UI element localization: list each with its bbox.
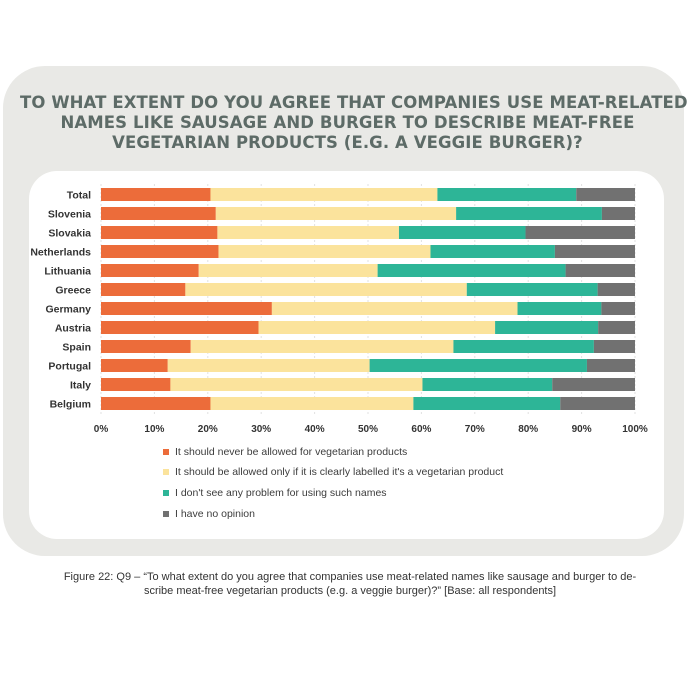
bar-segment xyxy=(190,340,454,353)
x-tick-label: 40% xyxy=(305,424,325,435)
bar-segment xyxy=(101,207,216,220)
bar-segment xyxy=(593,340,635,353)
x-tick-label: 90% xyxy=(572,424,592,435)
category-label: Total xyxy=(67,190,91,202)
category-label: Netherlands xyxy=(30,247,91,259)
legend-item-no-opinion: I have no opinion xyxy=(163,508,255,520)
category-label: Portugal xyxy=(48,361,91,373)
bar-segment xyxy=(101,340,191,353)
category-label: Spain xyxy=(62,342,91,354)
bar-segment xyxy=(167,359,370,372)
bar-segment xyxy=(525,226,635,239)
bar-segment xyxy=(437,188,577,201)
title-line-3: VEGETARIAN PRODUCTS (E.G. A VEGGIE BURGE… xyxy=(112,133,583,152)
bar-segment xyxy=(217,226,399,239)
bar-segment xyxy=(466,283,598,296)
bar-segment xyxy=(576,188,635,201)
bar-segment xyxy=(601,207,635,220)
title-line-1: TO WHAT EXTENT DO YOU AGREE THAT COMPANI… xyxy=(20,93,688,112)
x-tick-label: 60% xyxy=(411,424,431,435)
x-tick-label: 70% xyxy=(465,424,485,435)
category-label: Italy xyxy=(70,380,91,392)
bar-segment xyxy=(101,245,219,258)
legend-swatch-labelled xyxy=(163,469,169,475)
legend-swatch-no-opinion xyxy=(163,511,169,517)
bar-segment xyxy=(210,188,438,201)
category-label: Slovakia xyxy=(48,228,91,240)
bar-segment xyxy=(210,397,414,410)
bar-segment xyxy=(258,321,496,334)
legend-label-no-opinion: I have no opinion xyxy=(175,508,255,520)
bar-segment xyxy=(495,321,599,334)
bar-segment xyxy=(586,359,635,372)
bar-segment xyxy=(598,321,635,334)
bar-segment xyxy=(215,207,457,220)
bar-segment xyxy=(597,283,635,296)
caption-line-2: scribe meat-free vegetarian products (e.… xyxy=(143,585,557,597)
bar-segment xyxy=(552,378,635,391)
x-tick-label: 80% xyxy=(518,424,538,435)
category-label: Greece xyxy=(55,285,91,297)
bar-segment xyxy=(101,264,199,277)
legend-swatch-no-problem xyxy=(163,490,169,496)
legend-label-no-problem: I don't see any problem for using such n… xyxy=(175,487,387,499)
figure-caption: Figure 22: Q9 – “To what extent do you a… xyxy=(55,570,645,598)
bar-segment xyxy=(101,226,218,239)
bar-segment xyxy=(218,245,431,258)
bar-segment xyxy=(377,264,566,277)
bar-segment xyxy=(601,302,635,315)
bar-segment xyxy=(101,321,259,334)
category-label: Lithuania xyxy=(44,266,91,278)
caption-line-1: Figure 22: Q9 – “To what extent do you a… xyxy=(63,571,637,583)
legend-item-labelled: It should be allowed only if it is clear… xyxy=(163,466,503,478)
bar-segment xyxy=(554,245,635,258)
x-tick-label: 0% xyxy=(94,424,109,435)
bar-segment xyxy=(101,188,211,201)
bar-segment xyxy=(560,397,635,410)
bar-segment xyxy=(198,264,378,277)
category-label: Austria xyxy=(55,323,91,335)
bar-segment xyxy=(369,359,587,372)
title-line-2: NAMES LIKE SAUSAGE AND BURGER TO DESCRIB… xyxy=(60,113,635,132)
legend-item-no-problem: I don't see any problem for using such n… xyxy=(163,487,387,499)
bar-segment xyxy=(185,283,467,296)
x-tick-label: 20% xyxy=(198,424,218,435)
bar-segment xyxy=(101,302,272,315)
bar-segment xyxy=(398,226,526,239)
bar-segment xyxy=(101,378,171,391)
x-tick-label: 30% xyxy=(251,424,271,435)
bar-segment xyxy=(271,302,518,315)
category-label: Belgium xyxy=(50,399,91,411)
chart-title: TO WHAT EXTENT DO YOU AGREE THAT COMPANI… xyxy=(20,93,688,153)
bar-segment xyxy=(413,397,561,410)
bar-segment xyxy=(456,207,602,220)
legend-label-labelled: It should be allowed only if it is clear… xyxy=(175,466,504,478)
x-tick-label: 50% xyxy=(358,424,378,435)
bar-segment xyxy=(430,245,555,258)
bar-segment xyxy=(101,283,186,296)
bar-segment xyxy=(170,378,423,391)
bar-segment xyxy=(101,397,211,410)
bar-segment xyxy=(517,302,602,315)
bar-segment xyxy=(565,264,635,277)
legend-swatch-never xyxy=(163,449,169,455)
legend-item-never: It should never be allowed for vegetaria… xyxy=(163,446,407,458)
legend-label-never: It should never be allowed for vegetaria… xyxy=(175,446,408,458)
x-tick-label: 100% xyxy=(622,424,648,435)
bar-segment xyxy=(453,340,594,353)
bar-segment xyxy=(422,378,553,391)
x-tick-label: 10% xyxy=(144,424,164,435)
bar-segment xyxy=(101,359,168,372)
category-label: Slovenia xyxy=(48,209,91,221)
category-label: Germany xyxy=(45,304,91,316)
